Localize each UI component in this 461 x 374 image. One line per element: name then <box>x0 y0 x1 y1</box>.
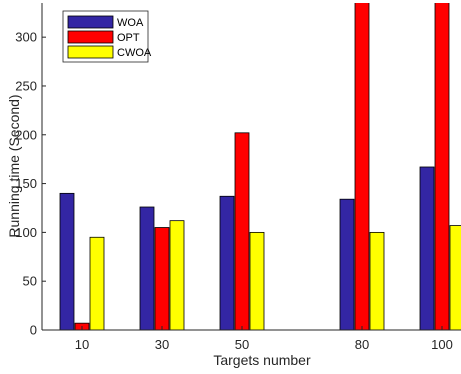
x-tick-label: 100 <box>431 337 453 352</box>
bar-cwoa-10 <box>89 236 105 330</box>
bar-cwoa-100 <box>449 225 461 330</box>
axes <box>41 3 461 331</box>
bar-opt-50 <box>234 132 250 330</box>
bar-cwoa-50 <box>249 231 265 330</box>
y-tick-label: 0 <box>30 323 37 338</box>
bar-woa-10 <box>59 192 75 330</box>
y-tick-label: 100 <box>15 225 37 240</box>
x-tick-label: 30 <box>155 337 169 352</box>
bar-opt-80 <box>354 3 370 330</box>
y-axis-label: Running time (Second) <box>6 94 22 237</box>
bar-woa-50 <box>219 195 235 330</box>
y-tick-label: 50 <box>23 274 37 289</box>
bar-opt-100 <box>434 3 450 330</box>
legend: WOA OPT CWOA <box>62 10 152 63</box>
legend-label-woa: WOA <box>117 17 144 29</box>
legend-swatch-cwoa <box>67 45 114 59</box>
bar-woa-30 <box>139 206 155 330</box>
y-tick-label: 200 <box>15 127 37 142</box>
bar-woa-100 <box>419 166 435 330</box>
y-tick-label: 250 <box>15 78 37 93</box>
bar-cwoa-80 <box>369 231 385 330</box>
legend-label-cwoa: CWOA <box>117 47 152 59</box>
y-tick-label: 300 <box>15 30 37 45</box>
legend-swatch-opt <box>67 30 114 44</box>
x-tick-label: 50 <box>235 337 249 352</box>
bar-opt-30 <box>154 227 170 330</box>
y-axis-ticks: 0 50 100 150 200 250 300 <box>15 30 46 338</box>
x-tick-label: 10 <box>75 337 89 352</box>
y-tick-label: 150 <box>15 176 37 191</box>
bars-group <box>59 3 461 330</box>
x-tick-label: 80 <box>355 337 369 352</box>
legend-label-opt: OPT <box>117 32 140 44</box>
bar-cwoa-30 <box>169 220 185 330</box>
legend-swatch-woa <box>67 15 114 29</box>
x-axis-ticks: 10 30 50 80 100 <box>75 326 453 352</box>
bar-woa-80 <box>339 198 355 330</box>
x-axis-label: Targets number <box>213 352 311 368</box>
